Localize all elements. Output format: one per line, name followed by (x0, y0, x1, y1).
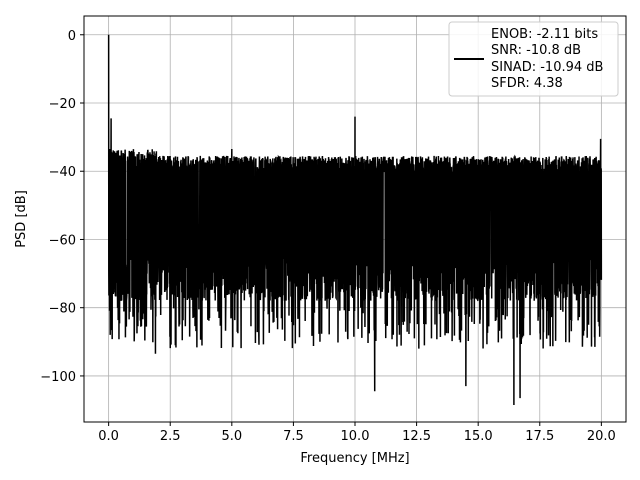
legend: ENOB: -2.11 bits SNR: -10.8 dB SINAD: -1… (448, 21, 619, 97)
y-tick-label: −80 (49, 302, 76, 317)
y-axis-title: PSD [dB] (14, 190, 29, 248)
y-tick-label: −100 (40, 370, 76, 385)
y-tick-label: −20 (49, 97, 76, 112)
legend-entry-sfdr: SFDR: 4.38 (491, 76, 563, 91)
x-tick-label: 7.5 (283, 429, 304, 444)
plot-area (107, 34, 603, 405)
x-tick-label: 10.0 (341, 429, 370, 444)
y-axis-ticks: 0 −20 −40 −60 −80 −100 (40, 29, 84, 385)
x-axis-ticks: 0.0 2.5 5.0 7.5 10.0 12.5 15.0 17.5 20.0 (98, 422, 616, 444)
y-tick-label: 0 (68, 29, 76, 44)
x-tick-label: 5.0 (221, 429, 242, 444)
x-tick-label: 12.5 (402, 429, 431, 444)
x-tick-label: 20.0 (587, 429, 616, 444)
y-tick-label: −60 (49, 233, 76, 248)
x-tick-label: 15.0 (464, 429, 493, 444)
y-tick-label: −40 (49, 165, 76, 180)
legend-entry-snr: SNR: -10.8 dB (491, 43, 581, 58)
x-tick-label: 2.5 (160, 429, 181, 444)
legend-box (448, 21, 619, 97)
psd-series-line (107, 34, 603, 405)
x-axis-title: Frequency [MHz] (300, 451, 409, 466)
legend-entry-enob: ENOB: -2.11 bits (491, 27, 598, 42)
x-tick-label: 0.0 (98, 429, 119, 444)
legend-entry-sinad: SINAD: -10.94 dB (491, 60, 603, 75)
x-tick-label: 17.5 (525, 429, 554, 444)
